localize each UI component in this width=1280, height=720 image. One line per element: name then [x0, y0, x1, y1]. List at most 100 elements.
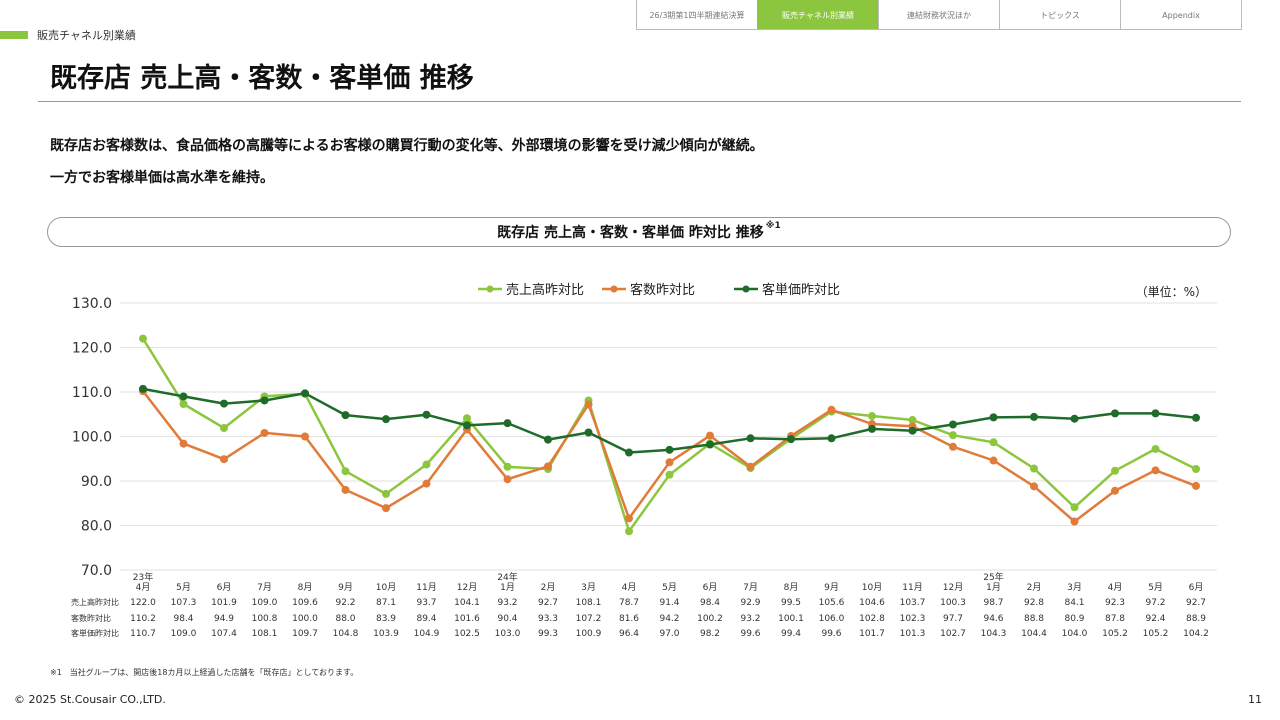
- table-cell: 102.3: [900, 614, 926, 624]
- data-point: [989, 413, 998, 422]
- table-cell: 108.1: [576, 598, 602, 608]
- table-cell: 97.0: [659, 629, 679, 639]
- nav-tab-5[interactable]: Appendix: [1120, 0, 1242, 30]
- table-cell: 99.6: [740, 629, 760, 639]
- x-tick-label: 11月: [902, 582, 922, 593]
- table-cell: 91.4: [659, 598, 679, 608]
- data-point: [706, 440, 714, 449]
- data-point: [1030, 482, 1038, 491]
- data-point: [503, 419, 512, 428]
- data-point: [422, 410, 431, 419]
- top-nav: 26/3期第1四半期連結決算 販売チャネル別業績 連結財務状況ほか トピックス Appe…: [636, 0, 1242, 30]
- data-point: [179, 439, 188, 448]
- table-cell: 90.4: [497, 614, 517, 624]
- data-point: [827, 434, 836, 443]
- x-tick-label: 4月: [136, 582, 151, 593]
- legend-label: 客単価昨対比: [762, 282, 840, 298]
- x-tick-label: 1月: [500, 582, 515, 593]
- table-cell: 93.2: [740, 614, 760, 624]
- table-cell: 99.5: [781, 598, 801, 608]
- table-cell: 101.3: [900, 629, 926, 639]
- x-tick-label: 6月: [217, 582, 232, 593]
- x-tick-label: 3月: [1067, 582, 1082, 593]
- unit-label: （単位：%）: [1136, 284, 1207, 299]
- data-point: [827, 405, 836, 414]
- data-point: [301, 389, 309, 398]
- table-cell: 109.6: [292, 598, 318, 608]
- table-cell: 104.9: [414, 629, 440, 639]
- x-tick-label: 8月: [298, 582, 313, 593]
- data-point: [1070, 414, 1079, 423]
- lead-text-1: 既存店お客様数は、食品価格の高騰等によるお客様の購買行動の変化等、外部環境の影響…: [50, 138, 764, 154]
- data-point: [584, 428, 593, 437]
- data-point: [382, 415, 390, 424]
- nav-tab-3[interactable]: 連結財務状況ほか: [878, 0, 999, 30]
- table-cell: 104.0: [1062, 629, 1088, 639]
- table-cell: 100.2: [697, 614, 723, 624]
- y-tick-label: 80.0: [81, 519, 112, 535]
- table-cell: 98.2: [700, 629, 720, 639]
- chart-header-title: 既存店 売上高・客数・客単価 昨対比 推移: [497, 225, 764, 241]
- data-point: [220, 424, 228, 433]
- data-point: [422, 479, 431, 488]
- table-cell: 83.9: [376, 614, 396, 624]
- nav-underline: [636, 29, 1242, 30]
- legend-label: 客数昨対比: [630, 282, 695, 298]
- x-tick-label: 12月: [457, 582, 477, 593]
- nav-tab-4[interactable]: トピックス: [999, 0, 1120, 30]
- table-cell: 105.6: [819, 598, 845, 608]
- table-cell: 107.2: [576, 614, 602, 624]
- data-point: [989, 456, 998, 465]
- table-cell: 98.7: [983, 598, 1003, 608]
- data-point: [463, 421, 471, 430]
- table-cell: 87.1: [376, 598, 396, 608]
- data-point: [382, 504, 390, 513]
- data-point: [665, 445, 674, 454]
- x-tick-label: 5月: [1148, 582, 1163, 593]
- table-cell: 97.2: [1145, 598, 1165, 608]
- x-tick-label: 3月: [581, 582, 596, 593]
- table-cell: 93.2: [497, 598, 517, 608]
- x-tick-label: 5月: [662, 582, 677, 593]
- table-cell: 105.2: [1102, 629, 1128, 639]
- data-point: [868, 412, 876, 421]
- table-cell: 110.7: [130, 629, 156, 639]
- table-cell: 100.9: [576, 629, 602, 639]
- x-tick-label: 7月: [743, 582, 758, 593]
- section-label: 販売チャネル別業績: [37, 29, 136, 42]
- data-point: [625, 514, 633, 523]
- data-point: [1192, 464, 1200, 473]
- table-cell: 109.7: [292, 629, 318, 639]
- table-cell: 93.3: [538, 614, 558, 624]
- nav-tab-2[interactable]: 販売チャネル別業績: [757, 0, 878, 30]
- table-cell: 92.4: [1145, 614, 1165, 624]
- footnote: ※1 当社グループは、開店後18カ月以上経過した店舗を「既存店」としております。: [50, 668, 359, 677]
- table-cell: 105.2: [1143, 629, 1169, 639]
- table-cell: 101.9: [211, 598, 237, 608]
- table-row-label: 客数昨対比: [71, 613, 111, 623]
- data-point: [949, 420, 957, 429]
- lead-text-2: 一方でお客様単価は高水準を維持。: [50, 170, 274, 186]
- data-point: [665, 458, 674, 467]
- data-point: [949, 431, 957, 440]
- table-cell: 107.4: [211, 629, 237, 639]
- table-cell: 92.8: [1024, 598, 1044, 608]
- section-accent-bar: [0, 31, 28, 39]
- data-point: [1111, 409, 1119, 418]
- data-point: [260, 428, 269, 437]
- table-cell: 102.7: [940, 629, 966, 639]
- nav-tab-1[interactable]: 26/3期第1四半期連結決算: [636, 0, 757, 30]
- table-cell: 101.6: [454, 614, 480, 624]
- chart-header-note-mark: ※1: [765, 221, 781, 231]
- table-cell: 98.4: [700, 598, 720, 608]
- legend-swatch-marker: [610, 285, 618, 293]
- data-point: [949, 442, 957, 451]
- table-cell: 89.4: [416, 614, 436, 624]
- data-point: [1111, 486, 1119, 495]
- table-cell: 122.0: [130, 598, 156, 608]
- table-cell: 102.5: [454, 629, 480, 639]
- copyright: © 2025 St.Cousair CO.,LTD.: [14, 693, 166, 706]
- table-cell: 88.0: [335, 614, 355, 624]
- data-point: [1192, 481, 1200, 490]
